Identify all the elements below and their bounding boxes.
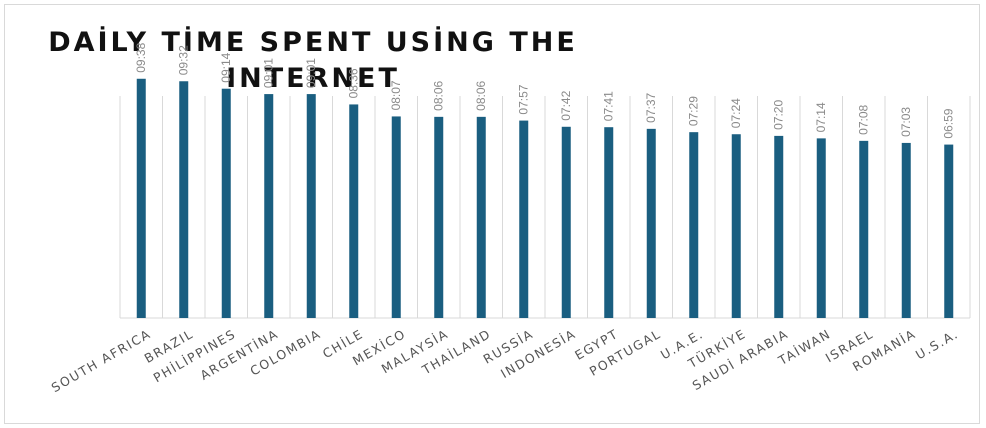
gridlines — [119, 96, 971, 319]
value-label: 07:42 — [559, 90, 573, 120]
bar — [731, 134, 741, 318]
value-label: 09:01 — [304, 58, 318, 88]
bar — [519, 120, 529, 318]
bars — [136, 78, 954, 319]
value-label: 06:59 — [942, 108, 956, 138]
bar — [136, 78, 146, 319]
value-label: 07:14 — [814, 102, 828, 132]
value-label: 07:41 — [602, 91, 616, 121]
value-label: 07:20 — [772, 100, 786, 130]
bar — [646, 128, 656, 318]
category-labels: SOUTH AFRICABRAZILPHİLİPPINESARGENTİNACO… — [49, 325, 961, 395]
category-label: SOUTH AFRICA — [49, 326, 154, 395]
value-label: 07:29 — [687, 96, 701, 126]
bar — [689, 132, 699, 318]
value-label: 09:01 — [262, 58, 276, 88]
bar — [221, 88, 231, 318]
bar — [306, 94, 316, 318]
value-label: 08:06 — [474, 80, 488, 110]
bar — [561, 126, 571, 319]
bar — [349, 104, 359, 318]
bar — [816, 138, 826, 318]
value-label: 07:37 — [644, 92, 658, 122]
value-label: 09:38 — [134, 42, 148, 72]
value-label: 07:57 — [517, 84, 531, 114]
bar — [859, 140, 869, 318]
bar — [434, 116, 444, 318]
bar — [774, 135, 784, 318]
value-label: 08:06 — [432, 80, 446, 110]
bar — [901, 142, 911, 318]
bar — [264, 94, 274, 318]
value-label: 09:32 — [177, 45, 191, 75]
bar — [391, 116, 401, 318]
chart-title: DAİLY TİME SPENT USİNG THE INTERNET — [48, 27, 578, 94]
category-label: U.S.A. — [913, 326, 961, 362]
bar — [944, 144, 954, 318]
value-labels: 09:38 09:32 09:14 09:01 09:01 08:36 08:07 08:06… — [134, 42, 956, 138]
value-label: 09:14 — [219, 52, 233, 82]
bar — [476, 116, 486, 318]
bar — [179, 81, 189, 318]
value-label: 07:24 — [729, 98, 743, 128]
value-label: 08:36 — [347, 68, 361, 98]
bar — [604, 127, 614, 318]
value-label: 07:03 — [899, 107, 913, 137]
value-label: 07:08 — [857, 105, 871, 135]
value-label: 08:07 — [389, 80, 403, 110]
